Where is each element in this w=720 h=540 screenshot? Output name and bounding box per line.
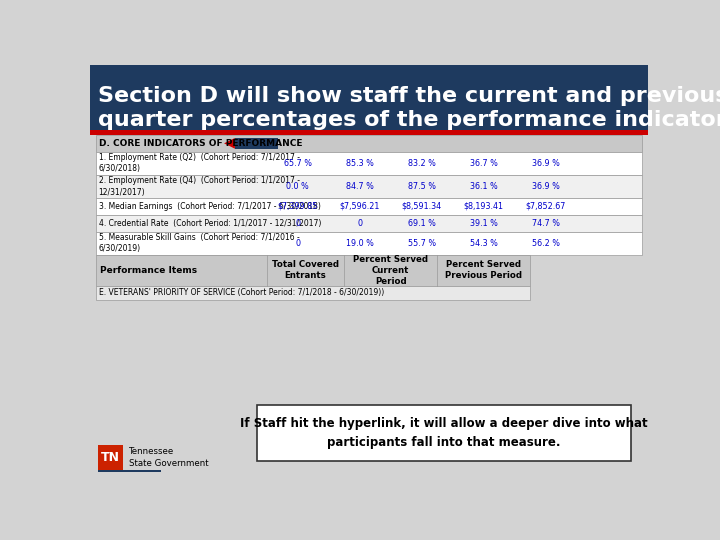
Text: 0.0 %: 0.0 % <box>287 182 309 191</box>
Text: 65.7 %: 65.7 % <box>284 159 312 168</box>
Text: 85.3 %: 85.3 % <box>346 159 374 168</box>
Text: TN: TN <box>101 451 120 464</box>
Text: 0: 0 <box>357 219 362 228</box>
Bar <box>96 255 530 286</box>
Bar <box>96 215 642 232</box>
Bar <box>96 198 642 215</box>
Text: 87.5 %: 87.5 % <box>408 182 436 191</box>
Text: 36.9 %: 36.9 % <box>532 182 559 191</box>
FancyBboxPatch shape <box>258 405 631 461</box>
Text: E. VETERANS' PRIORITY OF SERVICE (Cohort Period: 7/1/2018 - 6/30/2019)): E. VETERANS' PRIORITY OF SERVICE (Cohort… <box>99 288 384 297</box>
Text: Performance Items: Performance Items <box>100 266 197 275</box>
Bar <box>96 175 642 198</box>
Text: 36.7 %: 36.7 % <box>469 159 498 168</box>
Text: $7,852.67: $7,852.67 <box>526 202 566 211</box>
Text: $7,596.21: $7,596.21 <box>340 202 380 211</box>
Text: 19.0 %: 19.0 % <box>346 239 374 248</box>
Text: If Staff hit the hyperlink, it will allow a deeper dive into what
participants f: If Staff hit the hyperlink, it will allo… <box>240 417 648 449</box>
Text: 0: 0 <box>295 239 300 248</box>
Bar <box>90 65 648 130</box>
Bar <box>98 470 161 472</box>
Bar <box>96 152 642 175</box>
Text: Percent Served
Current
Period: Percent Served Current Period <box>354 255 428 286</box>
Text: 0: 0 <box>295 219 300 228</box>
Text: 84.7 %: 84.7 % <box>346 182 374 191</box>
Text: 74.7 %: 74.7 % <box>531 219 559 228</box>
Text: Percent Served
Previous Period: Percent Served Previous Period <box>445 260 522 280</box>
Polygon shape <box>224 138 235 148</box>
Text: $7,399.85: $7,399.85 <box>277 202 318 211</box>
Bar <box>96 286 530 300</box>
Text: Tennessee
State Government: Tennessee State Government <box>129 447 208 468</box>
Text: $8,591.34: $8,591.34 <box>402 202 442 211</box>
Text: 56.2 %: 56.2 % <box>531 239 559 248</box>
Text: 1. Employment Rate (Q2)  (Cohort Period: 7/1/2017 -
6/30/2018): 1. Employment Rate (Q2) (Cohort Period: … <box>99 153 300 173</box>
Text: 36.1 %: 36.1 % <box>470 182 498 191</box>
Text: 69.1 %: 69.1 % <box>408 219 436 228</box>
Bar <box>90 130 648 135</box>
Text: 4. Credential Rate  (Cohort Period: 1/1/2017 - 12/31/2017): 4. Credential Rate (Cohort Period: 1/1/2… <box>99 219 321 228</box>
Text: 54.3 %: 54.3 % <box>469 239 498 248</box>
Bar <box>98 445 122 470</box>
Text: D. CORE INDICATORS OF PERFORMANCE: D. CORE INDICATORS OF PERFORMANCE <box>99 139 303 148</box>
Bar <box>235 138 277 148</box>
Text: Total Covered
Entrants: Total Covered Entrants <box>272 260 339 280</box>
Text: 2. Employment Rate (Q4)  (Cohort Period: 1/1/2017 -
12/31/2017): 2. Employment Rate (Q4) (Cohort Period: … <box>99 177 300 197</box>
Text: 5. Measurable Skill Gains  (Cohort Period: 7/1/2016 -
6/30/2019): 5. Measurable Skill Gains (Cohort Period… <box>99 233 300 253</box>
Text: 3. Median Earnings  (Cohort Period: 7/1/2017 - 6/30/2018): 3. Median Earnings (Cohort Period: 7/1/2… <box>99 202 320 211</box>
Text: 39.1 %: 39.1 % <box>469 219 498 228</box>
Text: Section D will show staff the current and previous
quarter percentages of the pe: Section D will show staff the current an… <box>98 86 720 130</box>
Text: 83.2 %: 83.2 % <box>408 159 436 168</box>
Bar <box>96 232 642 255</box>
Text: 36.9 %: 36.9 % <box>532 159 559 168</box>
Text: $8,193.41: $8,193.41 <box>464 202 504 211</box>
Text: 55.7 %: 55.7 % <box>408 239 436 248</box>
Bar <box>96 135 642 152</box>
